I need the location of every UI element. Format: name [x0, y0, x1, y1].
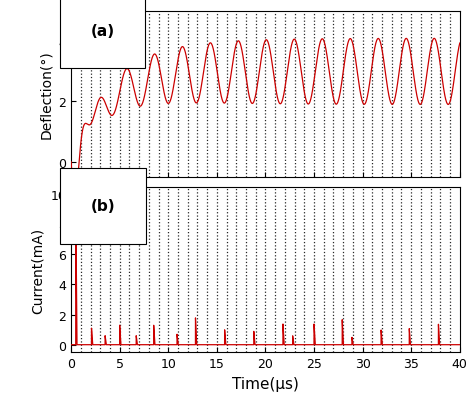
Text: (b): (b) — [91, 199, 115, 214]
X-axis label: Time(μs): Time(μs) — [232, 376, 299, 391]
Y-axis label: Current(mA): Current(mA) — [31, 227, 45, 313]
Y-axis label: Deflection(°): Deflection(°) — [39, 51, 53, 139]
Text: (a): (a) — [91, 24, 115, 38]
